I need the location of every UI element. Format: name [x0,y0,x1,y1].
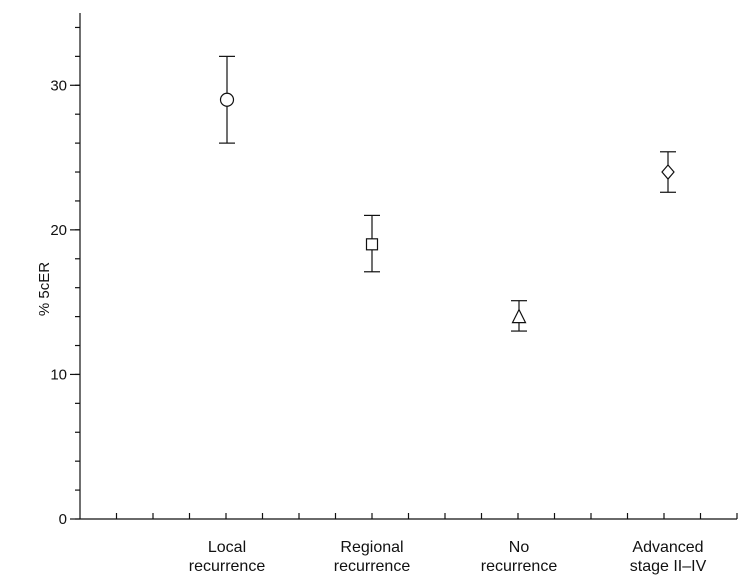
plot-area [219,55,676,332]
y-tick-label: 10 [50,366,67,383]
diamond-marker [661,164,675,180]
data-point-group [364,214,380,273]
axes: 0 10 20 30 Local recurrence Regional recurrence… [50,13,738,575]
y-axis-title: % 5cER [36,262,53,316]
x-category-label: Local recurrence [189,539,266,575]
data-point-group [511,300,527,332]
square-marker [365,238,379,251]
data-point-group [660,151,676,193]
x-category-label: Advanced stage II–IV [630,539,707,575]
circle-marker [219,92,235,107]
x-category-label: No recurrence [481,539,558,575]
y-tick-label: 30 [50,77,67,94]
data-point-group [219,55,235,144]
x-category-label: Regional recurrence [334,539,411,575]
y-tick-label: 0 [59,511,67,528]
triangle-marker [511,308,527,324]
y-tick-label: 20 [50,222,67,239]
